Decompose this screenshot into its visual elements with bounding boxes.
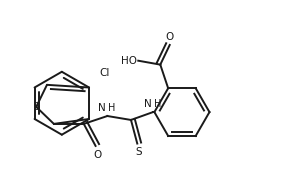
Text: S: S xyxy=(33,102,40,112)
Text: N: N xyxy=(144,99,151,109)
Text: S: S xyxy=(135,147,142,157)
Text: H: H xyxy=(154,99,161,109)
Text: O: O xyxy=(166,32,174,42)
Text: N: N xyxy=(98,103,106,113)
Text: H: H xyxy=(108,103,115,113)
Text: Cl: Cl xyxy=(99,68,110,78)
Text: O: O xyxy=(93,150,101,160)
Text: HO: HO xyxy=(121,56,137,66)
